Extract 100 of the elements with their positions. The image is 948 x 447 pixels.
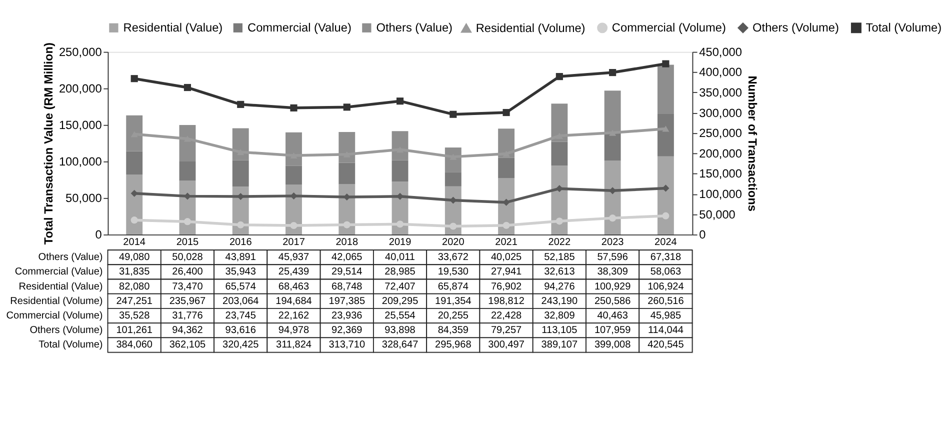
- point: [662, 126, 670, 132]
- x-tick-label: 2020: [442, 236, 465, 248]
- data-label: 42,065: [332, 252, 363, 264]
- data-label: 389,107: [541, 340, 578, 351]
- data-label: 35,528: [118, 310, 150, 322]
- data-label: 209,295: [382, 296, 419, 307]
- y2-tick-label: 450,000: [699, 44, 742, 59]
- data-label: 31,835: [118, 266, 150, 278]
- point: [237, 221, 244, 228]
- x-tick-label: 2015: [176, 236, 200, 248]
- data-label: 113,105: [542, 325, 578, 336]
- data-label: 295,968: [435, 340, 472, 351]
- point: [662, 60, 670, 68]
- x-tick-label: 2019: [388, 236, 412, 248]
- data-label: 114,044: [648, 325, 684, 336]
- bar: [232, 160, 249, 187]
- y2-tick-label: 300,000: [699, 106, 742, 120]
- point: [396, 220, 404, 228]
- text: Others (Volume): [30, 325, 103, 336]
- data-label: 107,959: [594, 325, 632, 336]
- data-label: 45,937: [278, 252, 310, 264]
- data-label: 32,809: [544, 310, 576, 322]
- point: [609, 130, 616, 136]
- data-label: 191,354: [435, 296, 472, 307]
- data-label: 22,162: [278, 310, 310, 322]
- y-tick-label: 100,000: [58, 154, 102, 169]
- y2-tick-label: 400,000: [699, 65, 742, 80]
- x-tick-label: 2014: [123, 236, 146, 248]
- data-label: 250,586: [594, 296, 632, 307]
- data-label: 100,929: [594, 281, 632, 292]
- data-label: 235,967: [169, 296, 206, 307]
- data-label: 197,385: [328, 296, 366, 307]
- data-label: 247,251: [116, 296, 153, 307]
- point: [237, 100, 244, 108]
- point: [502, 222, 510, 229]
- legend-label: Others (Volume): [752, 20, 839, 35]
- y2-axis-title: Number of Transactions: [745, 76, 760, 212]
- x-tick-label: 2021: [495, 236, 518, 248]
- legend-label: Others (Value): [376, 20, 453, 35]
- data-label: 94,978: [278, 325, 310, 336]
- data-label: 49,080: [118, 252, 150, 264]
- point: [609, 214, 616, 222]
- data-label: 35,943: [225, 266, 256, 278]
- point: [396, 98, 404, 105]
- bar: [657, 114, 674, 156]
- data-label: 40,011: [385, 252, 416, 264]
- point: [184, 84, 192, 92]
- data-label: 40,025: [490, 252, 522, 264]
- point: [450, 110, 457, 118]
- bar: [551, 166, 568, 234]
- data-label: 22,428: [490, 310, 522, 322]
- bar: [286, 166, 302, 184]
- y2-tick-label: 200,000: [699, 146, 742, 160]
- y2-tick-label: 150,000: [699, 166, 742, 181]
- data-label: 198,812: [488, 296, 525, 307]
- bar: [126, 174, 143, 234]
- point: [290, 222, 298, 230]
- bar: [126, 151, 143, 175]
- y-tick-label: 200,000: [58, 81, 102, 96]
- point: [130, 190, 138, 197]
- point: [556, 218, 563, 225]
- data-label: 20,255: [438, 310, 469, 322]
- data-label: 311,824: [276, 340, 312, 351]
- data-label: 94,276: [544, 281, 576, 292]
- y2-tick-label: 100,000: [699, 187, 742, 202]
- point: [130, 75, 138, 82]
- point: [130, 216, 138, 224]
- data-label: 28,985: [384, 266, 416, 278]
- data-label: 45,985: [650, 310, 682, 322]
- point: [450, 222, 457, 230]
- data-label: 82,080: [118, 281, 150, 292]
- data-label: 43,891: [225, 252, 256, 264]
- data-label: 29,514: [332, 266, 363, 278]
- data-label: 260,516: [648, 296, 684, 307]
- data-label: 92,369: [332, 325, 363, 336]
- point: [184, 218, 192, 226]
- data-label: 33,672: [438, 252, 469, 264]
- data-label: 57,596: [597, 252, 628, 264]
- y-tick-label: 50,000: [66, 191, 102, 206]
- text: Others (Value): [38, 252, 103, 264]
- data-label: 19,530: [438, 266, 469, 278]
- data-label: 300,497: [488, 340, 525, 351]
- legend-label: Commercial (Volume): [612, 20, 726, 35]
- y-tick-label: 250,000: [58, 44, 102, 59]
- text: Total (Volume): [38, 340, 103, 351]
- point: [343, 104, 350, 111]
- data-label: 67,318: [650, 252, 682, 264]
- x-tick-label: 2016: [229, 236, 252, 248]
- y-axis-title: Total Transaction Value (RM Million): [42, 42, 56, 245]
- point: [556, 73, 563, 80]
- data-label: 23,936: [332, 310, 363, 322]
- data-label: 243,190: [541, 296, 578, 307]
- text: Residential (Volume): [10, 296, 103, 307]
- data-label: 38,309: [597, 266, 628, 278]
- data-label: 32,613: [544, 266, 576, 278]
- data-label: 106,924: [648, 281, 684, 292]
- data-label: 399,008: [594, 340, 632, 351]
- data-label: 68,748: [332, 281, 363, 292]
- data-label: 203,064: [222, 296, 260, 307]
- point: [609, 68, 616, 76]
